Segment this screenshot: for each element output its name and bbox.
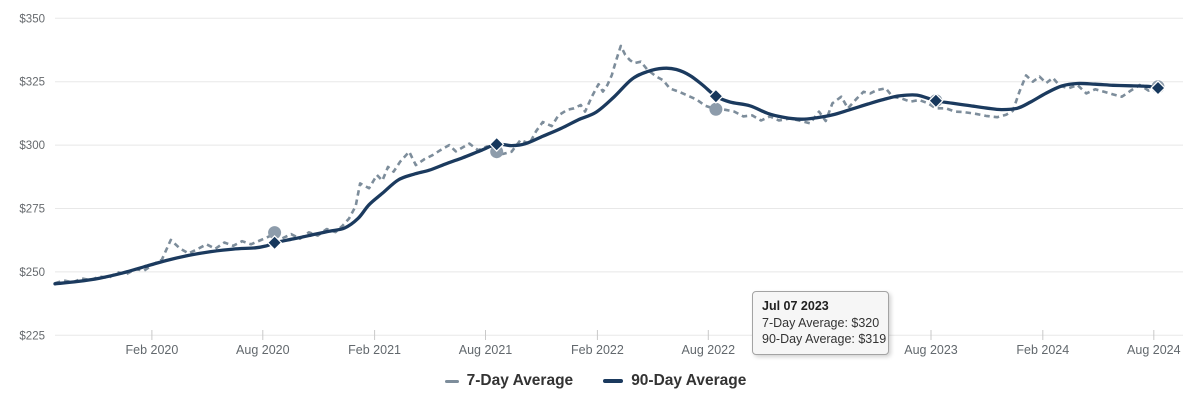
dash-swatch-7day-icon	[444, 379, 459, 383]
x-tick-label: Aug 2021	[459, 343, 513, 357]
dash-swatch-90day-icon	[603, 379, 624, 383]
data-point-marker-90day[interactable]	[708, 88, 724, 104]
data-point-marker-7day[interactable]	[268, 226, 282, 240]
legend: 7-Day Average 90-Day Average	[0, 366, 1191, 396]
x-tick-label: Feb 2021	[348, 343, 401, 357]
x-tick-label: Aug 2024	[1127, 343, 1181, 357]
x-tick-label: Aug 2022	[682, 343, 736, 357]
x-tick-label: Aug 2020	[236, 343, 290, 357]
legend-label-7day: 7-Day Average	[466, 372, 574, 389]
data-point-marker-7day[interactable]	[709, 102, 723, 116]
tooltip-7day-value: 7-Day Average: $320	[762, 315, 880, 330]
x-tick-label: Feb 2020	[125, 343, 178, 357]
data-point-marker-90day[interactable]	[1150, 80, 1166, 96]
y-tick-label: $275	[19, 204, 45, 216]
series-line-90day-average	[53, 66, 1164, 286]
legend-item-7day-average[interactable]: 7-Day Average	[444, 372, 574, 390]
y-tick-label: $325	[19, 77, 45, 89]
tooltip: Jul 07 2023 7-Day Average: $320 90-Day A…	[752, 291, 889, 355]
x-tick-label: Feb 2024	[1016, 343, 1069, 357]
y-tick-label: $350	[19, 13, 45, 25]
x-tick-label: Feb 2022	[571, 343, 624, 357]
y-tick-label: $300	[19, 140, 45, 152]
data-point-marker-90day[interactable]	[928, 93, 944, 109]
legend-item-90day-average[interactable]: 90-Day Average	[603, 372, 746, 390]
series-line-7day-average	[54, 44, 1163, 285]
tooltip-date: Jul 07 2023	[762, 299, 829, 313]
data-point-marker-90day[interactable]	[266, 235, 283, 251]
tooltip-90day-value: 90-Day Average: $319	[762, 332, 887, 346]
y-tick-label: $250	[19, 267, 45, 279]
legend-label-90day: 90-Day Average	[631, 372, 747, 389]
x-tick-label: Aug 2023	[904, 343, 958, 357]
y-tick-label: $225	[19, 330, 45, 342]
data-point-marker-90day[interactable]	[489, 136, 505, 152]
